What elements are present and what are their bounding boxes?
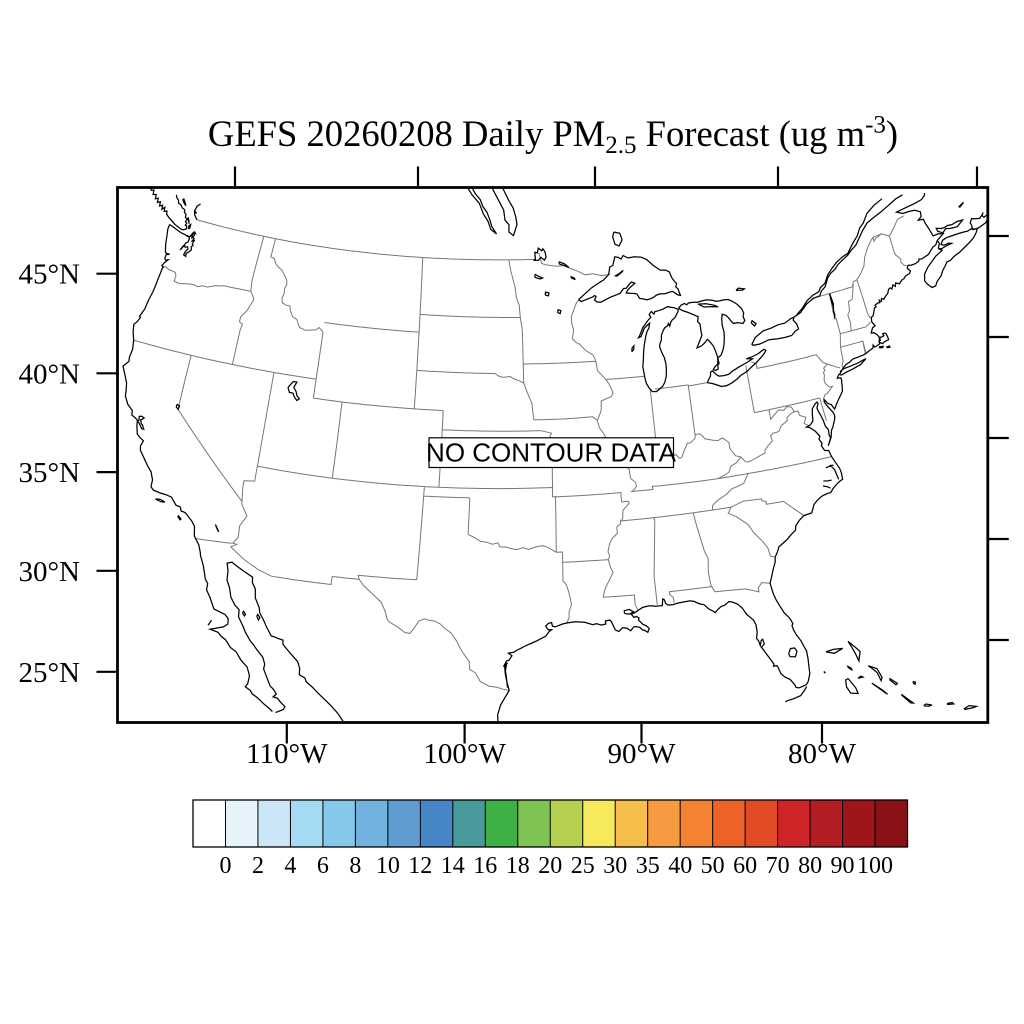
svg-text:30°N: 30°N — [18, 556, 80, 588]
svg-text:90°W: 90°W — [608, 738, 677, 770]
svg-text:25: 25 — [571, 853, 595, 879]
svg-text:NO CONTOUR DATA: NO CONTOUR DATA — [426, 438, 677, 468]
svg-text:GEFS 20260208 Daily PM2.5 Fore: GEFS 20260208 Daily PM2.5 Forecast (ug m… — [208, 112, 898, 159]
svg-text:0: 0 — [220, 853, 232, 879]
svg-text:50: 50 — [701, 853, 725, 879]
svg-text:80: 80 — [798, 853, 822, 879]
svg-text:16: 16 — [473, 853, 497, 879]
svg-text:25°N: 25°N — [18, 657, 80, 689]
svg-text:80°W: 80°W — [788, 738, 857, 770]
svg-text:6: 6 — [317, 853, 329, 879]
svg-text:30: 30 — [603, 853, 627, 879]
svg-text:45°N: 45°N — [18, 259, 80, 291]
svg-text:20: 20 — [538, 853, 562, 879]
svg-text:2: 2 — [252, 853, 264, 879]
svg-text:40: 40 — [668, 853, 692, 879]
svg-text:4: 4 — [284, 853, 296, 879]
svg-text:90: 90 — [831, 853, 855, 879]
svg-text:14: 14 — [441, 853, 465, 879]
svg-text:100: 100 — [857, 853, 893, 879]
svg-text:18: 18 — [506, 853, 530, 879]
svg-text:110°W: 110°W — [246, 738, 328, 770]
svg-text:35: 35 — [636, 853, 660, 879]
svg-text:100°W: 100°W — [423, 738, 506, 770]
svg-text:35°N: 35°N — [18, 457, 80, 489]
svg-text:8: 8 — [349, 853, 361, 879]
svg-text:70: 70 — [766, 853, 790, 879]
svg-text:10: 10 — [376, 853, 400, 879]
svg-text:12: 12 — [408, 853, 432, 879]
svg-text:40°N: 40°N — [18, 358, 80, 390]
svg-text:60: 60 — [733, 853, 757, 879]
